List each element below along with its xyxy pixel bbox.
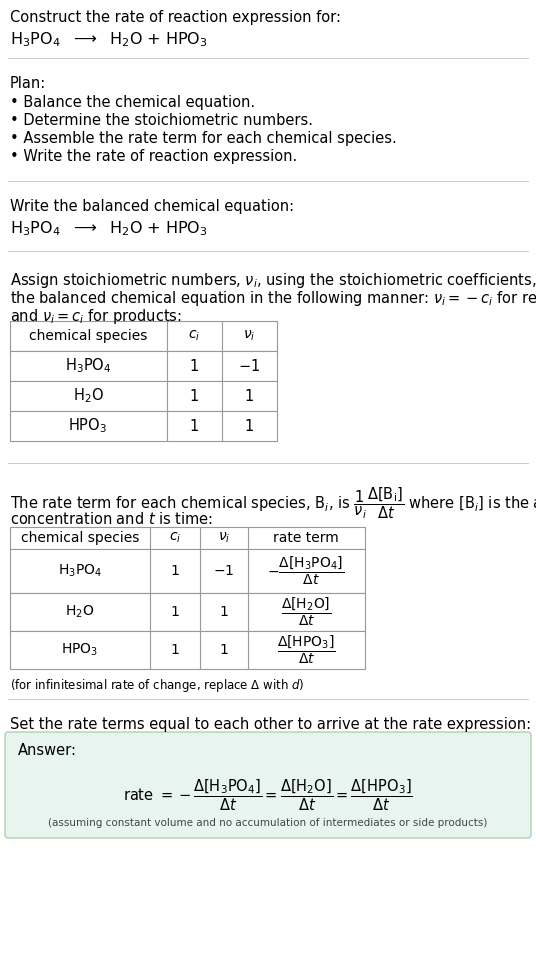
- Text: concentration and $t$ is time:: concentration and $t$ is time:: [10, 511, 213, 527]
- Text: H$_3$PO$_4$: H$_3$PO$_4$: [65, 356, 111, 376]
- Text: 1: 1: [189, 358, 199, 374]
- Bar: [10, 527, 365, 549]
- Text: 1: 1: [189, 419, 199, 434]
- Text: • Write the rate of reaction expression.: • Write the rate of reaction expression.: [10, 149, 297, 164]
- Text: 1: 1: [170, 605, 180, 619]
- Text: Plan:: Plan:: [10, 76, 46, 91]
- Text: 1: 1: [189, 389, 199, 403]
- Text: 1: 1: [244, 419, 254, 434]
- Text: (for infinitesimal rate of change, replace Δ with $d$): (for infinitesimal rate of change, repla…: [10, 677, 304, 694]
- Text: rate term: rate term: [273, 531, 339, 545]
- Text: • Balance the chemical equation.: • Balance the chemical equation.: [10, 95, 255, 110]
- Bar: [10, 593, 365, 631]
- Text: rate $= -\dfrac{\Delta[\mathrm{H_3PO_4}]}{\Delta t} = \dfrac{\Delta[\mathrm{H_2O: rate $= -\dfrac{\Delta[\mathrm{H_3PO_4}]…: [123, 777, 413, 812]
- Text: 1: 1: [244, 389, 254, 403]
- Text: Set the rate terms equal to each other to arrive at the rate expression:: Set the rate terms equal to each other t…: [10, 717, 531, 732]
- Text: and $\nu_i = c_i$ for products:: and $\nu_i = c_i$ for products:: [10, 307, 182, 326]
- Text: chemical species: chemical species: [29, 329, 147, 343]
- Text: H$_2$O: H$_2$O: [72, 387, 103, 405]
- Bar: [10, 321, 277, 351]
- Text: Assign stoichiometric numbers, $\nu_i$, using the stoichiometric coefficients, $: Assign stoichiometric numbers, $\nu_i$, …: [10, 271, 536, 290]
- Bar: [10, 381, 277, 411]
- Text: • Assemble the rate term for each chemical species.: • Assemble the rate term for each chemic…: [10, 131, 397, 146]
- Text: • Determine the stoichiometric numbers.: • Determine the stoichiometric numbers.: [10, 113, 313, 128]
- Text: H$_3$PO$_4$: H$_3$PO$_4$: [58, 562, 102, 580]
- Text: H$_3$PO$_4$  $\longrightarrow$  H$_2$O + HPO$_3$: H$_3$PO$_4$ $\longrightarrow$ H$_2$O + H…: [10, 30, 208, 49]
- Bar: [10, 351, 277, 381]
- Text: 1: 1: [220, 643, 228, 657]
- Text: $-1$: $-1$: [238, 358, 260, 374]
- Text: HPO$_3$: HPO$_3$: [69, 417, 108, 435]
- Text: H$_3$PO$_4$  $\longrightarrow$  H$_2$O + HPO$_3$: H$_3$PO$_4$ $\longrightarrow$ H$_2$O + H…: [10, 219, 208, 238]
- Text: $\nu_i$: $\nu_i$: [218, 531, 230, 545]
- Bar: [10, 411, 277, 441]
- Text: The rate term for each chemical species, B$_i$, is $\dfrac{1}{\nu_i}\dfrac{\Delt: The rate term for each chemical species,…: [10, 485, 536, 520]
- Text: 1: 1: [170, 643, 180, 657]
- Text: $c_i$: $c_i$: [188, 329, 200, 343]
- Text: (assuming constant volume and no accumulation of intermediates or side products): (assuming constant volume and no accumul…: [48, 818, 488, 828]
- Text: $\dfrac{\Delta[\mathrm{HPO_3}]}{\Delta t}$: $\dfrac{\Delta[\mathrm{HPO_3}]}{\Delta t…: [277, 634, 336, 666]
- Text: chemical species: chemical species: [21, 531, 139, 545]
- Text: 1: 1: [220, 605, 228, 619]
- Text: HPO$_3$: HPO$_3$: [62, 642, 99, 658]
- Text: $-1$: $-1$: [213, 564, 235, 578]
- Text: H$_2$O: H$_2$O: [65, 604, 95, 620]
- Text: $\dfrac{\Delta[\mathrm{H_2O}]}{\Delta t}$: $\dfrac{\Delta[\mathrm{H_2O}]}{\Delta t}…: [281, 596, 331, 628]
- Text: Construct the rate of reaction expression for:: Construct the rate of reaction expressio…: [10, 10, 341, 25]
- Text: $c_i$: $c_i$: [169, 531, 181, 545]
- FancyBboxPatch shape: [5, 732, 531, 838]
- Text: $\nu_i$: $\nu_i$: [243, 329, 255, 343]
- Text: $-\dfrac{\Delta[\mathrm{H_3PO_4}]}{\Delta t}$: $-\dfrac{\Delta[\mathrm{H_3PO_4}]}{\Delt…: [267, 555, 345, 587]
- Bar: [10, 631, 365, 669]
- Text: Answer:: Answer:: [18, 743, 77, 758]
- Text: 1: 1: [170, 564, 180, 578]
- Text: Write the balanced chemical equation:: Write the balanced chemical equation:: [10, 199, 294, 214]
- Bar: [10, 549, 365, 593]
- Text: the balanced chemical equation in the following manner: $\nu_i = -c_i$ for react: the balanced chemical equation in the fo…: [10, 289, 536, 308]
